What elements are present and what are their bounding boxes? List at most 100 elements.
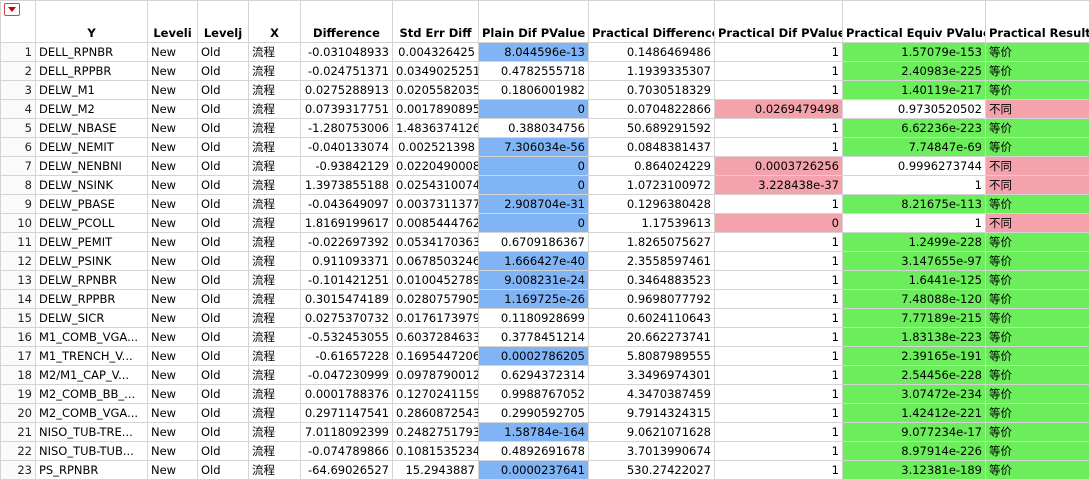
- column-header[interactable]: Practical Difference: [589, 1, 715, 43]
- cell: Old: [198, 347, 249, 366]
- cell: 1.42412e-221: [843, 404, 986, 423]
- cell: 0.2990592705: [479, 404, 589, 423]
- cell: 等价: [986, 366, 1089, 385]
- cell: Old: [198, 442, 249, 461]
- cell: 0.1296380428: [589, 195, 715, 214]
- cell: DELW_SICR: [36, 309, 148, 328]
- column-header[interactable]: Leveli: [148, 1, 198, 43]
- cell: 等价: [986, 461, 1089, 480]
- cell: New: [148, 366, 198, 385]
- cell: PS_RPNBR: [36, 461, 148, 480]
- cell: 8.044596e-13: [479, 43, 589, 62]
- cell: 0.0978790012: [393, 366, 479, 385]
- column-header[interactable]: Y: [36, 1, 148, 43]
- cell: 0.0534170363: [393, 233, 479, 252]
- cell: 流程: [249, 442, 301, 461]
- cell: 0.6294372314: [479, 366, 589, 385]
- cell: DELW_PEMIT: [36, 233, 148, 252]
- row-number: 21: [1, 423, 36, 442]
- cell: 1.57079e-153: [843, 43, 986, 62]
- column-header[interactable]: X: [249, 1, 301, 43]
- cell: 3.3496974301: [589, 366, 715, 385]
- cell: Old: [198, 423, 249, 442]
- cell: 等价: [986, 404, 1089, 423]
- cell: 1.169725e-26: [479, 290, 589, 309]
- cell: 7.48088e-120: [843, 290, 986, 309]
- cell: 7.306034e-56: [479, 138, 589, 157]
- cell: New: [148, 100, 198, 119]
- cell: 0.6024110643: [589, 309, 715, 328]
- cell: 1: [715, 290, 843, 309]
- cell: Old: [198, 328, 249, 347]
- column-header[interactable]: Practical Dif PValue: [715, 1, 843, 43]
- column-header[interactable]: Plain Dif PValue: [479, 1, 589, 43]
- column-header[interactable]: Difference: [301, 1, 393, 43]
- cell: New: [148, 233, 198, 252]
- cell: 0.2971147541: [301, 404, 393, 423]
- column-header[interactable]: Practical Equiv PValue: [843, 1, 986, 43]
- cell: 0.0001788376: [301, 385, 393, 404]
- cell: 0.0205582035: [393, 81, 479, 100]
- cell: 0.3464883523: [589, 271, 715, 290]
- column-header[interactable]: Levelj: [198, 1, 249, 43]
- cell: 2.3558597461: [589, 252, 715, 271]
- cell: DELW_M1: [36, 81, 148, 100]
- cell: Old: [198, 366, 249, 385]
- cell: 0.0739317751: [301, 100, 393, 119]
- cell: Old: [198, 157, 249, 176]
- row-number: 15: [1, 309, 36, 328]
- cell: DELW_PSINK: [36, 252, 148, 271]
- cell: 0.0037311377: [393, 195, 479, 214]
- cell: 1: [715, 119, 843, 138]
- cell: 9.008231e-24: [479, 271, 589, 290]
- cell: New: [148, 138, 198, 157]
- cell: 1.1939335307: [589, 62, 715, 81]
- cell: 3.147655e-97: [843, 252, 986, 271]
- row-number: 16: [1, 328, 36, 347]
- cell: 流程: [249, 366, 301, 385]
- column-header[interactable]: Std Err Diff: [393, 1, 479, 43]
- cell: 0.0100452789: [393, 271, 479, 290]
- row-number: 4: [1, 100, 36, 119]
- cell: Old: [198, 176, 249, 195]
- cell: -0.61657228: [301, 347, 393, 366]
- row-number: 22: [1, 442, 36, 461]
- cell: 流程: [249, 385, 301, 404]
- cell: 不同: [986, 214, 1089, 233]
- cell: New: [148, 404, 198, 423]
- cell: 0.0349025251: [393, 62, 479, 81]
- cell: 9.7914324315: [589, 404, 715, 423]
- cell: 流程: [249, 119, 301, 138]
- cell: 1: [715, 43, 843, 62]
- cell: Old: [198, 309, 249, 328]
- cell: 1: [715, 461, 843, 480]
- cell: 1.4836374126: [393, 119, 479, 138]
- cell: 15.2943887: [393, 461, 479, 480]
- table-menu-icon[interactable]: [4, 3, 20, 16]
- cell: 5.8087989555: [589, 347, 715, 366]
- cell: 等价: [986, 252, 1089, 271]
- cell: DELW_NEMIT: [36, 138, 148, 157]
- cell: New: [148, 461, 198, 480]
- cell: 2.54456e-228: [843, 366, 986, 385]
- cell: 1: [715, 195, 843, 214]
- cell: New: [148, 195, 198, 214]
- cell: Old: [198, 138, 249, 157]
- cell: 2.39165e-191: [843, 347, 986, 366]
- cell: 0.6037284633: [393, 328, 479, 347]
- cell: Old: [198, 43, 249, 62]
- column-header[interactable]: Practical Result: [986, 1, 1089, 43]
- cell: Old: [198, 195, 249, 214]
- row-number: 9: [1, 195, 36, 214]
- cell: M2_COMB_VGA...: [36, 404, 148, 423]
- cell: 0.3015474189: [301, 290, 393, 309]
- cell: New: [148, 119, 198, 138]
